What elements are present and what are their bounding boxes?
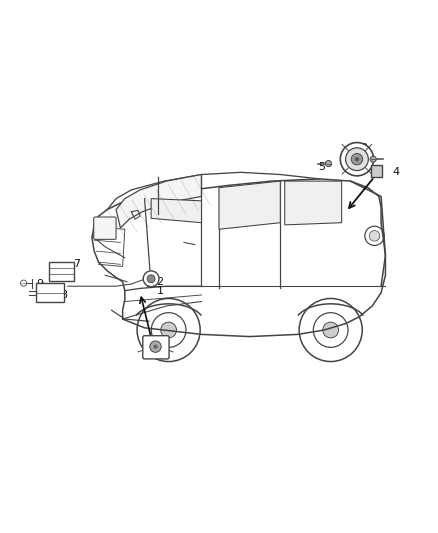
Text: 4: 4 [393,167,400,177]
FancyBboxPatch shape [36,283,64,302]
Circle shape [143,271,159,287]
FancyBboxPatch shape [49,262,74,281]
Polygon shape [151,199,201,223]
Circle shape [299,298,362,361]
Circle shape [365,226,384,246]
Circle shape [153,344,158,349]
Circle shape [351,154,363,165]
Circle shape [21,280,27,286]
Circle shape [313,313,348,348]
Circle shape [325,160,332,167]
Polygon shape [285,181,342,225]
Text: 9: 9 [36,279,43,289]
Circle shape [147,275,155,282]
Circle shape [161,322,177,338]
Circle shape [355,157,359,161]
FancyBboxPatch shape [371,165,382,177]
Text: 7: 7 [73,260,80,269]
Text: 6: 6 [154,351,161,361]
Text: 1: 1 [156,286,163,296]
Text: 8: 8 [60,290,67,300]
FancyBboxPatch shape [94,217,116,239]
Text: 5: 5 [318,161,325,172]
Circle shape [346,148,368,171]
Polygon shape [219,181,280,229]
Polygon shape [116,174,201,228]
Circle shape [340,142,374,176]
Text: 3: 3 [360,143,367,154]
Circle shape [323,322,339,338]
Circle shape [151,313,186,348]
Circle shape [150,341,161,352]
Circle shape [370,156,376,162]
FancyBboxPatch shape [143,336,169,359]
Text: 2: 2 [156,277,163,287]
Circle shape [137,298,200,361]
Circle shape [369,231,380,241]
